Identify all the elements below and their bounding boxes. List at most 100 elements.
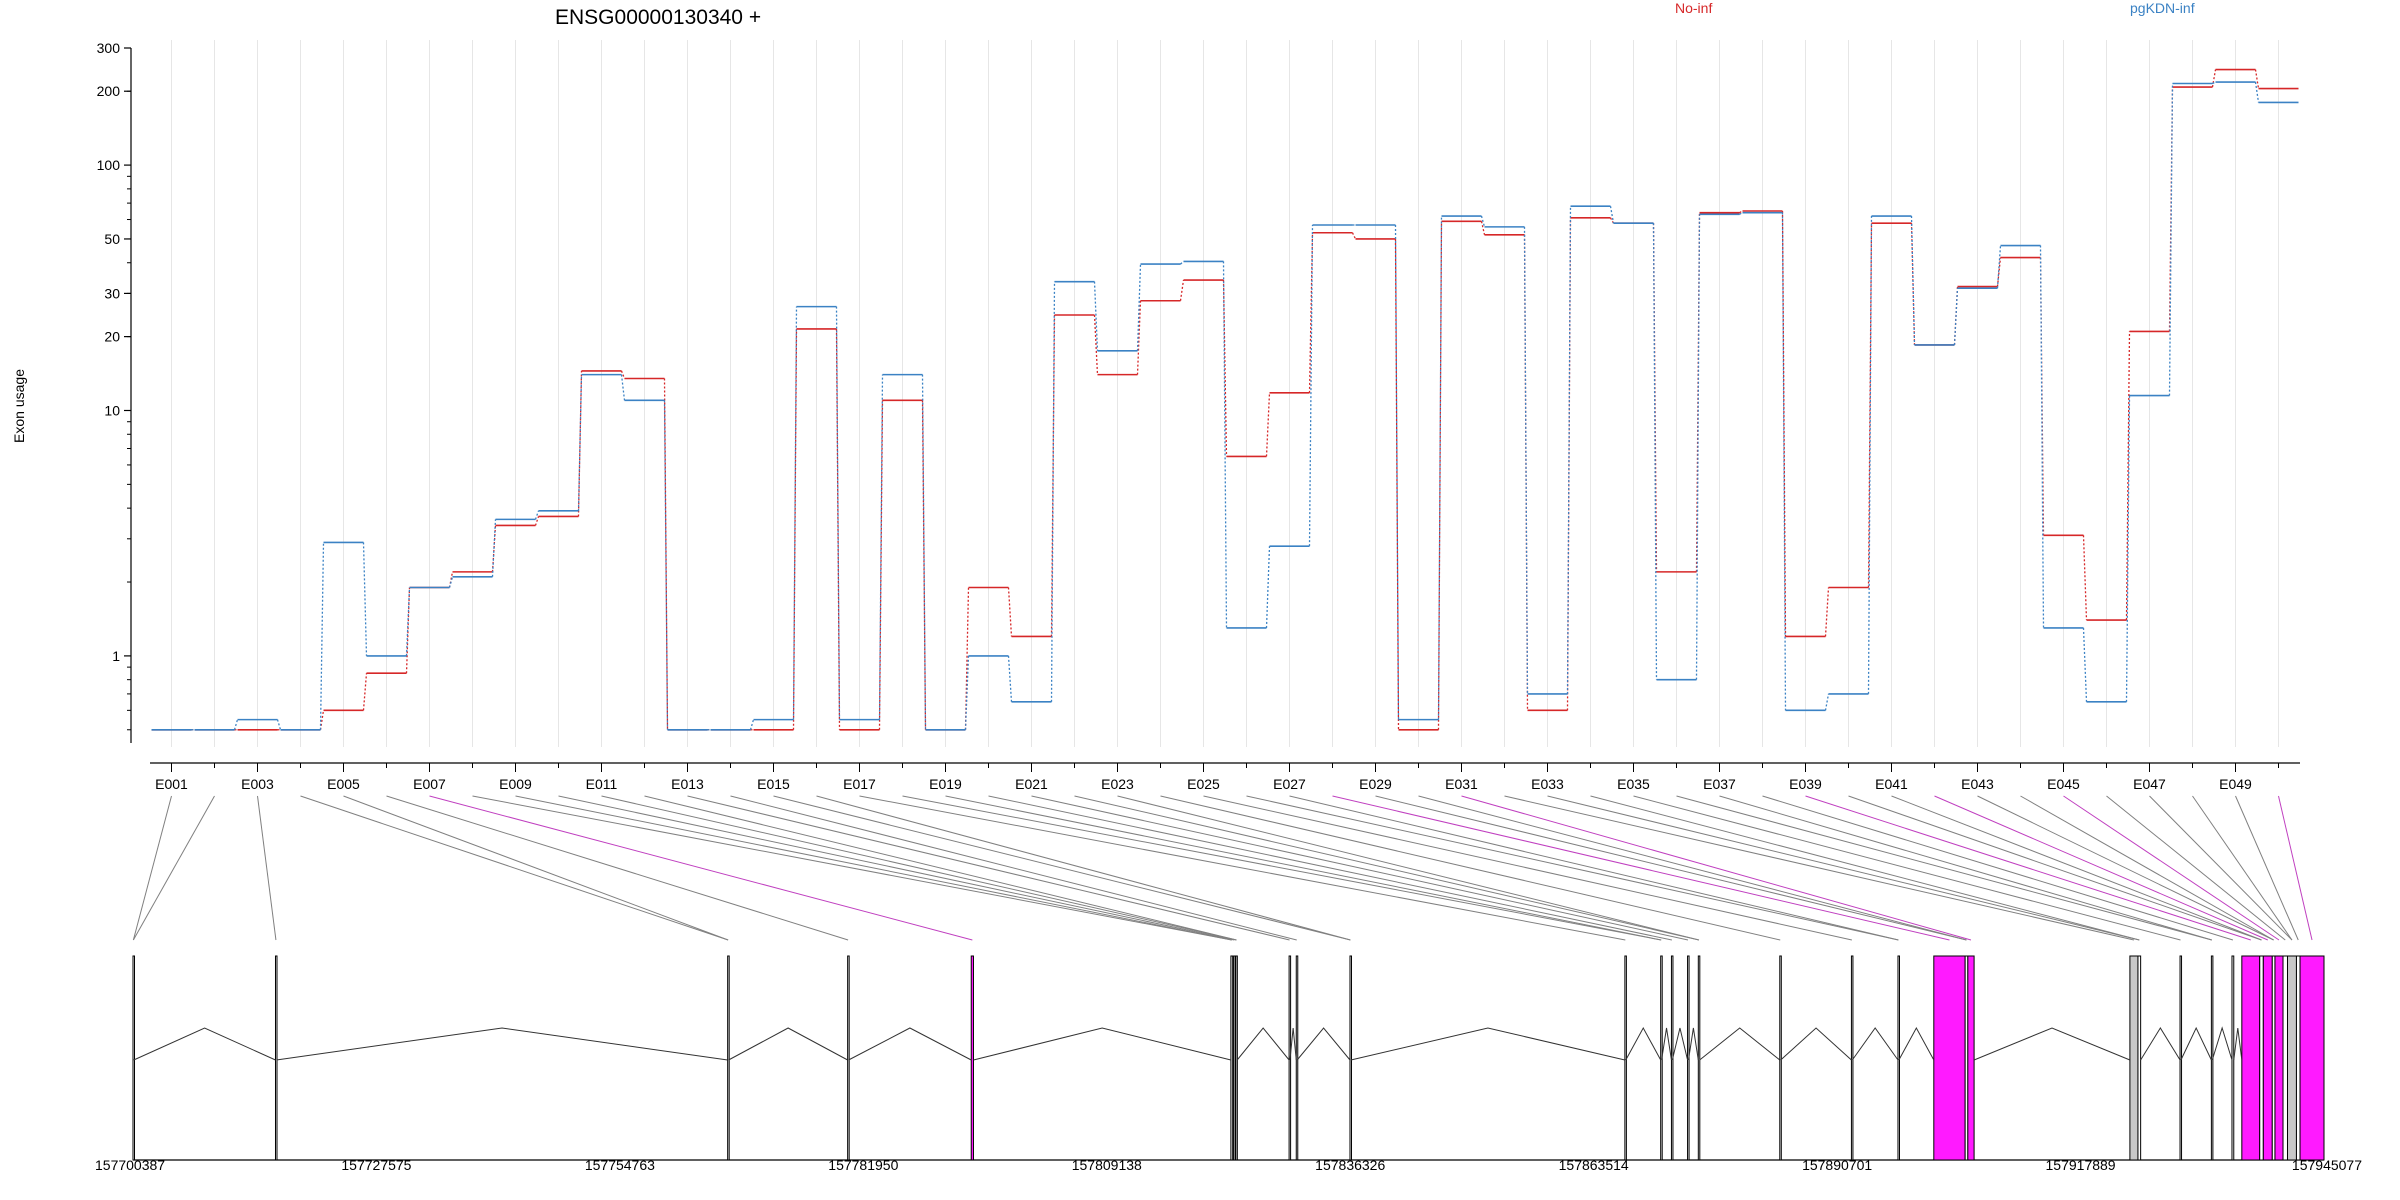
intron-chevron — [1780, 1027, 1852, 1061]
x-tick-label: E041 — [1875, 776, 1908, 792]
series-connector — [362, 542, 368, 656]
exon-connector — [132, 795, 172, 941]
exon-connector — [1590, 795, 2140, 941]
series-connector — [362, 673, 368, 711]
intron-chevron — [1973, 1027, 2131, 1061]
exon-connector — [816, 795, 1351, 941]
exon-block — [132, 955, 135, 1161]
intron-chevron — [1699, 1027, 1781, 1061]
series-connector — [1136, 300, 1142, 375]
series-connector — [964, 655, 970, 730]
x-tick-label: E045 — [2047, 776, 2080, 792]
series-connector — [2082, 535, 2088, 621]
x-tick-label: E015 — [757, 776, 790, 792]
exon-connector — [558, 795, 1235, 941]
series-connector — [1996, 245, 2002, 289]
exon-block — [2274, 955, 2284, 1161]
x-tick-label: E049 — [2219, 776, 2252, 792]
exon-connector — [1074, 795, 1700, 941]
series-connector — [878, 374, 884, 720]
x-tick-label: E047 — [2133, 776, 2166, 792]
exon-block — [2295, 955, 2301, 1161]
series-connector — [319, 542, 325, 730]
intron-chevron — [2211, 1026, 2233, 1061]
series-connector — [276, 719, 282, 730]
series-connector — [1910, 216, 1916, 345]
exon-block — [1697, 955, 1701, 1161]
series-connector — [405, 587, 411, 656]
exon-block — [2129, 955, 2139, 1161]
series-connector — [1781, 212, 1787, 711]
series-connector — [319, 710, 325, 730]
series-connector — [1050, 314, 1056, 637]
series-connector — [1180, 260, 1184, 265]
exon-connector — [1848, 795, 2262, 941]
exon-connector — [257, 795, 277, 941]
genomic-tick-label: 157754763 — [585, 1157, 655, 1173]
series-connector — [577, 370, 583, 517]
exon-connector — [1504, 795, 2135, 941]
intron-chevron — [2140, 1027, 2181, 1061]
series-connector — [1265, 546, 1271, 628]
exon-block — [2286, 955, 2297, 1161]
exon-connector — [1977, 795, 2274, 941]
exon-connector — [1633, 795, 2181, 941]
series-connector — [1523, 226, 1529, 694]
series-connector — [2082, 627, 2088, 702]
x-tick-label: E017 — [843, 776, 876, 792]
series-connector — [1996, 257, 2002, 287]
exon-block — [2282, 955, 2288, 1161]
y-tick-label: 30 — [104, 285, 120, 301]
x-tick-label: E007 — [413, 776, 446, 792]
genomic-tick-label: 157863514 — [1559, 1157, 1629, 1173]
exon-block — [2179, 955, 2183, 1161]
genomic-tick-label: 157727575 — [341, 1157, 411, 1173]
series-connector — [620, 374, 626, 401]
exon-block — [1230, 955, 1234, 1161]
exon-block — [1897, 955, 1900, 1161]
y-tick-label: 100 — [97, 157, 121, 173]
genomic-tick-label: 157809138 — [1072, 1157, 1142, 1173]
intron-chevron — [1625, 1026, 1662, 1061]
series-connector — [1394, 224, 1400, 720]
intron-chevron — [1671, 1027, 1689, 1061]
series-connector — [2039, 245, 2045, 628]
exon-connector — [429, 795, 973, 941]
genomic-tick-label: 157781950 — [828, 1157, 898, 1173]
series-connector — [1007, 655, 1013, 702]
series-connector — [878, 400, 884, 730]
exon-connector — [773, 795, 1351, 941]
exon-block — [1235, 955, 1238, 1161]
intron-chevron — [2180, 1026, 2212, 1061]
exon-block — [2231, 955, 2235, 1161]
exon-connector — [1375, 795, 1967, 941]
vertical-gridlines — [171, 40, 2279, 747]
exon-connector — [1461, 795, 1972, 941]
exon-connector — [1676, 795, 2212, 941]
intron-chevron — [1289, 1027, 1297, 1061]
series-connector — [2125, 331, 2131, 621]
legend-entry-no-inf: No-inf — [1675, 0, 1712, 16]
exon-connector — [300, 795, 729, 941]
x-tick-label: E043 — [1961, 776, 1994, 792]
series-connector — [2254, 81, 2260, 103]
x-tick-label: E021 — [1015, 776, 1048, 792]
y-tick-label: 1 — [112, 648, 120, 664]
intron-chevron — [2233, 1027, 2243, 1061]
exon-connector — [515, 795, 1232, 941]
series-connector — [1739, 212, 1743, 215]
series-connector — [1739, 210, 1743, 214]
series-connector — [921, 374, 927, 730]
exon-connector — [2020, 795, 2274, 941]
genomic-coordinate-axis: 157700387 157727575 157754763 157781950 1578… — [95, 1157, 2362, 1173]
exon-connector — [1418, 795, 1967, 941]
x-tick-label: E031 — [1445, 776, 1478, 792]
exon-connector — [730, 795, 1297, 941]
series-connector — [1308, 224, 1314, 547]
exon-connector — [859, 795, 1626, 941]
series-layer — [151, 68, 2299, 731]
x-tick-label: E009 — [499, 776, 532, 792]
x-tick-label: E039 — [1789, 776, 1822, 792]
x-tick-label: E003 — [241, 776, 274, 792]
exon-block — [1967, 955, 1975, 1161]
